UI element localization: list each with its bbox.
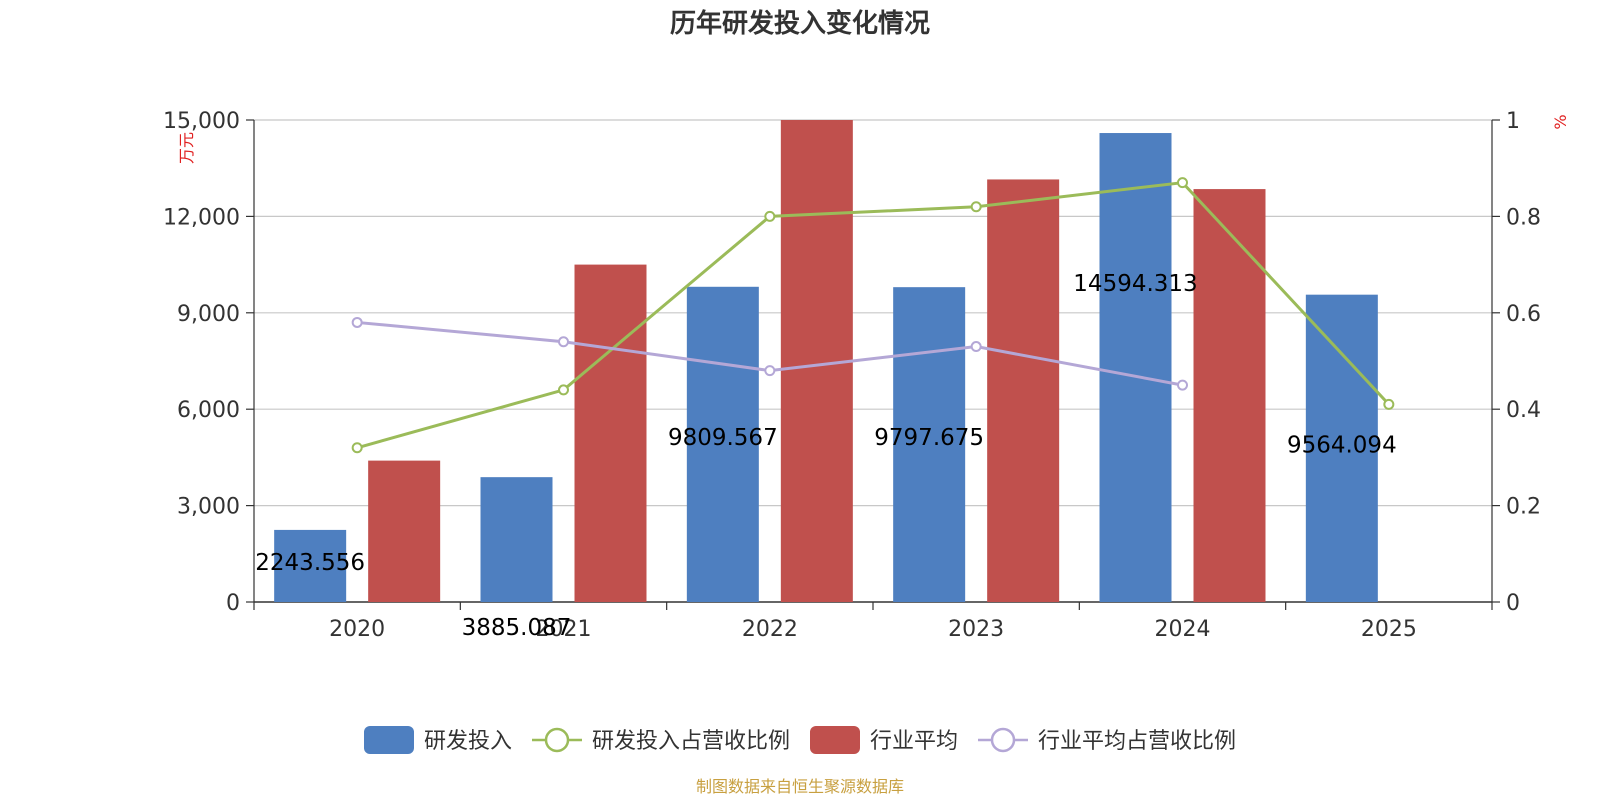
- data-labels: 2243.556 3885.087 9809.567 9797.675 14594.31…: [255, 271, 1396, 641]
- y-right-tick-label: 0.8: [1506, 205, 1541, 230]
- bar: [987, 179, 1060, 603]
- lines: [351, 177, 1395, 454]
- y-left-tick-label: 6,000: [177, 398, 240, 423]
- y-right-tick-label: 0.2: [1506, 495, 1541, 520]
- source-note: 制图数据来自恒生聚源数据库: [696, 777, 904, 796]
- line-point: [970, 201, 982, 213]
- line-point: [764, 365, 776, 377]
- x-tick-label: 2023: [948, 617, 1004, 642]
- series-line: [356, 181, 1390, 450]
- bar: [574, 264, 647, 602]
- y-right-tick-label: 0: [1506, 591, 1520, 616]
- line-point: [1177, 379, 1188, 391]
- x-tick-label: 2021: [536, 617, 592, 642]
- x-tick-label: 2022: [742, 617, 798, 642]
- bar-value-label: 14594.313: [1073, 271, 1197, 297]
- y-left-tick-label: 0: [226, 591, 240, 616]
- x-tick-label: 2025: [1361, 617, 1417, 642]
- line-point: [351, 316, 363, 328]
- y-left-tick-label: 12,000: [163, 205, 240, 230]
- bar-value-label: 9797.675: [874, 425, 984, 451]
- bar: [274, 529, 347, 602]
- legend-swatch-marker: [544, 727, 570, 753]
- bars: [274, 120, 1378, 603]
- y-right-tick-label: 1: [1506, 109, 1520, 134]
- line-point: [1383, 398, 1395, 410]
- bar: [480, 477, 553, 602]
- legend-swatch-marker: [990, 727, 1016, 753]
- x-tick-label: 2024: [1155, 617, 1211, 642]
- bar: [686, 286, 759, 602]
- bar: [368, 460, 441, 602]
- bar-value-label: 2243.556: [255, 550, 365, 576]
- bar-value-label: 9564.094: [1287, 433, 1397, 459]
- grid-lines: [254, 119, 1492, 507]
- left-axis-unit: 万元: [177, 132, 196, 164]
- line-point: [970, 341, 982, 353]
- legend-label: 研发投入: [424, 729, 512, 754]
- legend-label: 行业平均: [870, 729, 958, 754]
- y-left-tick-label: 3,000: [177, 495, 240, 520]
- legend-label: 研发投入占营收比例: [592, 729, 790, 754]
- y-right-tick-label: 0.6: [1506, 302, 1541, 327]
- line-point: [558, 384, 569, 396]
- y-right-tick-label: 0.4: [1506, 398, 1541, 423]
- chart-title: 历年研发投入变化情况: [670, 8, 930, 39]
- legend-swatch-bar: [364, 726, 414, 754]
- line-point: [1177, 177, 1188, 189]
- legend-swatch-bar: [810, 726, 860, 754]
- line-point: [764, 210, 776, 222]
- line-point: [351, 442, 363, 454]
- bar: [1099, 133, 1172, 602]
- bar: [1305, 294, 1378, 602]
- bar: [893, 287, 966, 602]
- x-tick-label: 2020: [329, 617, 385, 642]
- axes: 0 0 3,000 0.2 6,000 0.4 9,000 0.6 12,000 0.8 15,00…: [163, 109, 1541, 642]
- y-left-tick-label: 9,000: [177, 302, 240, 327]
- y-left-tick-label: 15,000: [163, 109, 240, 134]
- bar-value-label: 3885.087: [462, 615, 572, 641]
- bar: [1193, 189, 1266, 602]
- legend: 研发投入 研发投入占营收比例 行业平均 行业平均占营收比例: [364, 726, 1236, 754]
- line-point: [558, 336, 569, 348]
- legend-label: 行业平均占营收比例: [1038, 729, 1236, 754]
- bar-value-label: 9809.567: [668, 425, 778, 451]
- right-axis-unit: %: [1551, 114, 1570, 129]
